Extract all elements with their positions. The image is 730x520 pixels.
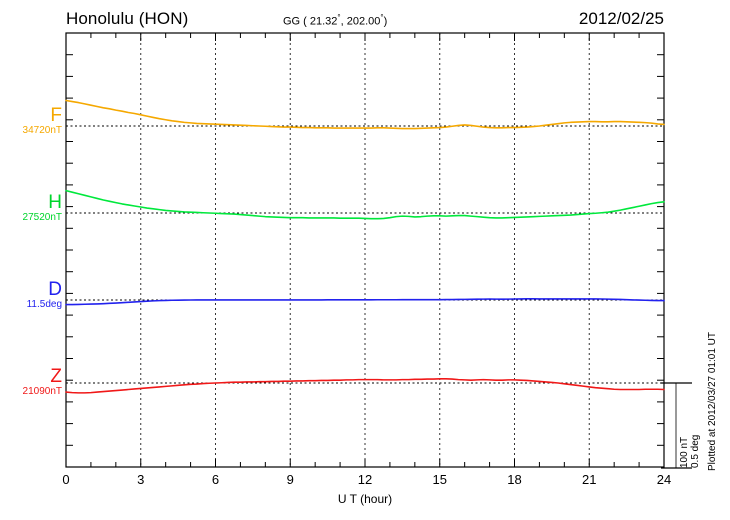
series-label-d: D 11.5deg — [0, 280, 62, 311]
x-tick-label: 24 — [656, 472, 672, 487]
trace-d — [65, 298, 665, 306]
series-label-h: H 27520nT — [0, 193, 62, 224]
series-baseline-z: 21090nT — [22, 386, 62, 397]
x-tick-label: 3 — [137, 472, 145, 487]
degree-symbol-latitude: ° — [337, 13, 341, 22]
x-tick-label: 15 — [432, 472, 447, 487]
geographic-coordinates: GG ( 21.32°, 202.00°) — [283, 13, 387, 28]
page-title: Honolulu (HON) — [66, 9, 189, 28]
trace-z — [65, 378, 665, 394]
series-letter-f: F — [50, 105, 62, 126]
trace-h — [65, 189, 665, 220]
series-baseline-f: 34720nT — [22, 125, 62, 136]
coordinates-prefix: GG ( 21.32 — [283, 15, 338, 28]
series-label-f: F 34720nT — [0, 106, 62, 137]
coordinates-mid: , 202.00 — [340, 15, 381, 28]
series-baseline-d: 11.5deg — [26, 299, 62, 310]
series-label-z: Z 21090nT — [0, 367, 62, 398]
degree-symbol-longitude: ° — [380, 13, 384, 22]
x-tick-label: 9 — [286, 472, 294, 487]
series-baseline-h: 27520nT — [22, 212, 62, 223]
scale-bar-caption-magnetic: 100 nT — [679, 436, 690, 468]
observation-date: 2012/02/25 — [578, 9, 664, 28]
coordinates-suffix: ) — [383, 15, 388, 28]
trace-f — [65, 99, 665, 130]
x-tick-label: 0 — [62, 472, 70, 487]
series-letter-z: Z — [50, 366, 62, 387]
plotted-at-timestamp: Plotted at 2012/03/27 01:01 UT — [707, 332, 718, 471]
x-tick-label: 6 — [211, 472, 220, 487]
scale-bar-caption: 100 nT 0.5 deg — [679, 398, 701, 468]
series-letter-h: H — [48, 192, 62, 213]
x-tick-label: 18 — [507, 472, 522, 487]
series-letter-d: D — [48, 279, 62, 300]
x-axis-title: U T (hour) — [337, 492, 393, 506]
x-tick-label: 21 — [582, 472, 597, 487]
scale-bar-caption-angular: 0.5 deg — [690, 434, 701, 468]
x-tick-label: 12 — [357, 472, 373, 487]
